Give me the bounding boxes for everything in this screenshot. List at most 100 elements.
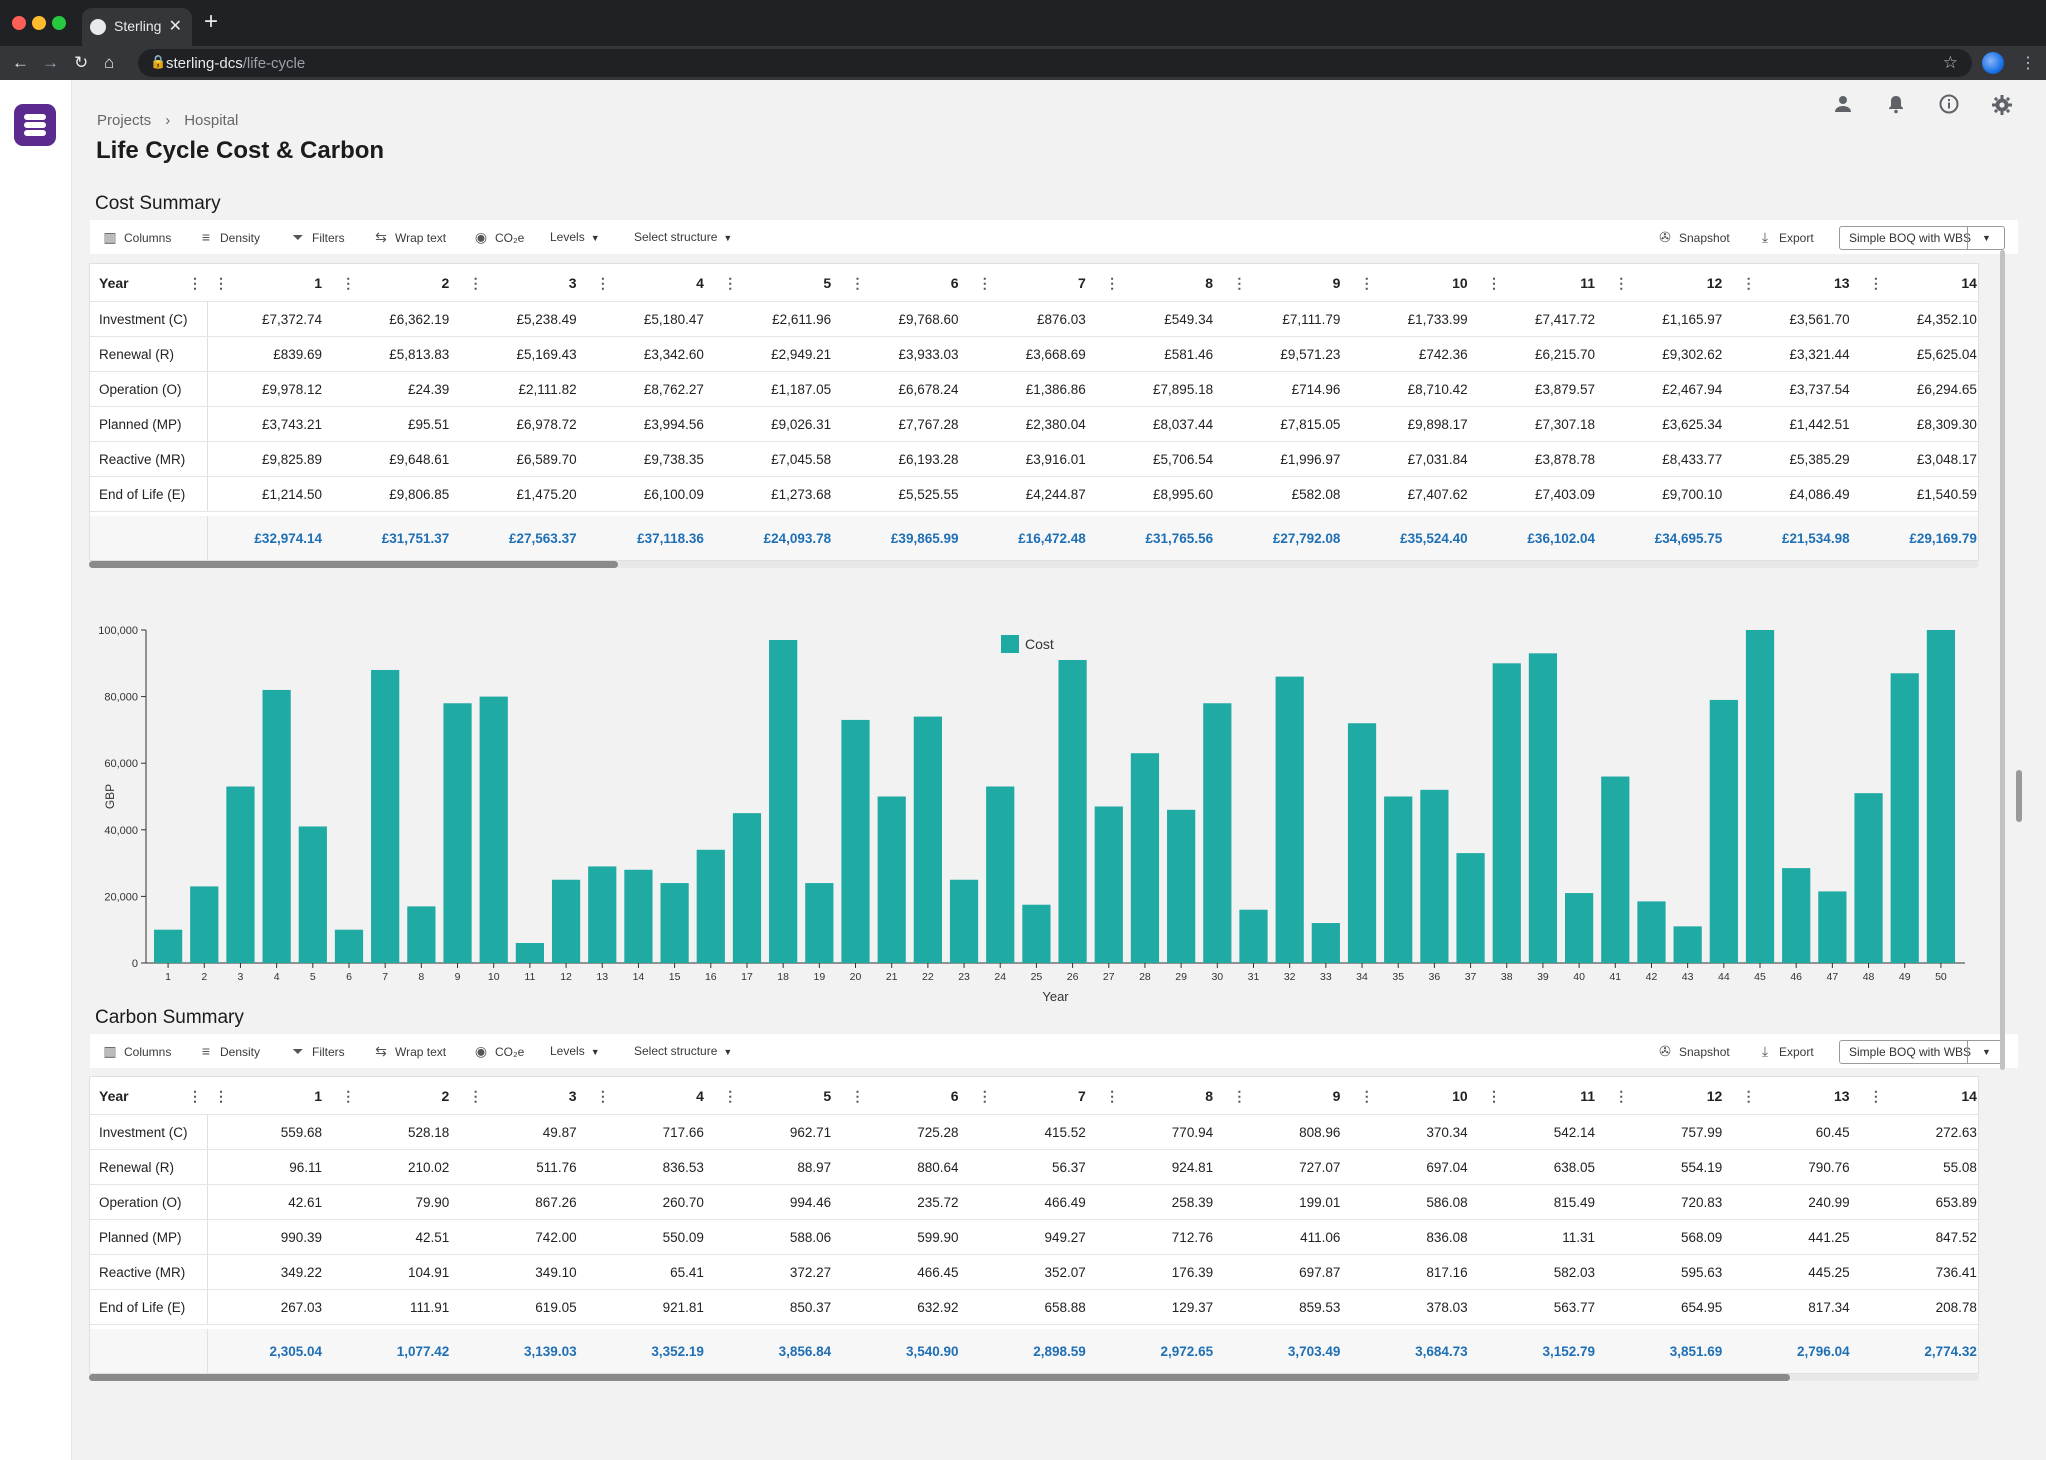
snapshot-button[interactable]: ✇ Snapshot <box>1657 220 1730 254</box>
export-button[interactable]: ⤓ Export <box>1757 220 1814 254</box>
reload-icon[interactable]: ↻ <box>74 53 89 72</box>
column-header-year-12[interactable]: 12 <box>1706 275 1723 291</box>
column-header-year-12[interactable]: 12 <box>1706 1088 1723 1104</box>
table-row[interactable]: End of Life (E) 267.03 111.91 619.05 921.81 8… <box>90 1290 1978 1325</box>
snapshot-button[interactable]: ✇ Snapshot <box>1657 1034 1730 1068</box>
new-tab-button[interactable]: + <box>204 8 219 35</box>
column-header-year-9[interactable]: 9 <box>1332 1088 1341 1104</box>
user-icon[interactable] <box>1831 94 1855 118</box>
table-row[interactable]: Planned (MP) 990.39 42.51 742.00 550.09 588.0… <box>90 1220 1978 1255</box>
columns-button[interactable]: ▥ Columns <box>102 220 171 254</box>
caret-down-icon[interactable]: ▼ <box>1967 1041 2005 1063</box>
filters-button[interactable]: ⏷ Filters <box>290 1034 344 1068</box>
column-header-year-10[interactable]: 10 <box>1452 275 1468 291</box>
table-row[interactable]: Reactive (MR) £9,825.89 £9,648.61 £6,589.70… <box>90 442 1978 477</box>
table-cell: 441.25 <box>1808 1230 1850 1245</box>
caret-down-icon[interactable]: ▼ <box>1967 227 2005 249</box>
page-scrollbar[interactable] <box>2000 250 2005 1070</box>
carbon-grid-scrollbar[interactable] <box>89 1374 1790 1381</box>
column-menu-icon[interactable]: ⋮ <box>850 1088 865 1104</box>
table-row[interactable]: Operation (O) 42.61 79.90 867.26 260.70 994.4… <box>90 1185 1978 1220</box>
maximize-window-button[interactable] <box>52 16 66 30</box>
density-button[interactable]: ≡ Density <box>198 1034 260 1068</box>
page-scroll-thumb[interactable] <box>2016 770 2022 822</box>
breadcrumb-hospital[interactable]: Hospital <box>184 112 239 129</box>
column-header-year-10[interactable]: 10 <box>1452 1088 1468 1104</box>
export-button[interactable]: ⤓ Export <box>1757 1034 1814 1068</box>
settings-icon[interactable] <box>1990 94 2014 118</box>
column-header-year-4[interactable]: 4 <box>696 275 704 291</box>
column-header-year-4[interactable]: 4 <box>696 1088 704 1104</box>
boq-select[interactable]: Simple BOQ with WBS ▼ <box>1839 226 2005 250</box>
cost-grid-scrollbar[interactable] <box>89 561 618 568</box>
select-structure-dropdown[interactable]: Select structure ▼ <box>634 220 732 254</box>
column-header-year-14[interactable]: 14 <box>1961 1088 1977 1104</box>
co2e-toggle[interactable]: ◉ CO₂e <box>473 220 524 254</box>
table-row[interactable]: Renewal (R) 96.11 210.02 511.76 836.53 88.97 8… <box>90 1150 1978 1185</box>
sterling-logo[interactable] <box>14 104 56 146</box>
column-header-year-5[interactable]: 5 <box>823 275 832 291</box>
column-header-year-8[interactable]: 8 <box>1205 275 1214 291</box>
year-header[interactable]: Year <box>99 275 129 291</box>
column-header-year-3[interactable]: 3 <box>568 275 577 291</box>
breadcrumb-projects[interactable]: Projects <box>97 112 152 129</box>
column-menu-icon[interactable]: ⋮ <box>188 275 202 291</box>
column-header-year-8[interactable]: 8 <box>1205 1088 1214 1104</box>
column-menu-icon[interactable]: ⋮ <box>188 1088 202 1104</box>
levels-dropdown[interactable]: Levels ▼ <box>550 1034 600 1068</box>
year-header[interactable]: Year <box>99 1088 129 1104</box>
filters-button[interactable]: ⏷ Filters <box>290 220 344 254</box>
home-icon[interactable]: ⌂ <box>104 53 115 72</box>
select-structure-dropdown[interactable]: Select structure ▼ <box>634 1034 732 1068</box>
column-header-year-6[interactable]: 6 <box>950 1088 959 1104</box>
column-header-year-11[interactable]: 11 <box>1580 275 1595 291</box>
table-row[interactable]: Operation (O) £9,978.12 £24.39 £2,111.82 £8,… <box>90 372 1978 407</box>
table-row[interactable]: Investment (C) £7,372.74 £6,362.19 £5,238.4… <box>90 302 1978 337</box>
wrap-text-button[interactable]: ⇆ Wrap text <box>373 220 446 254</box>
levels-dropdown[interactable]: Levels ▼ <box>550 220 600 254</box>
column-header-year-5[interactable]: 5 <box>823 1088 832 1104</box>
address-bar[interactable]: 🔒 sterling-dcs/life-cycle ☆ <box>138 49 1972 77</box>
co2e-toggle[interactable]: ◉ CO₂e <box>473 1034 524 1068</box>
column-header-year-3[interactable]: 3 <box>568 1088 577 1104</box>
table-row[interactable]: Planned (MP) £3,743.21 £95.51 £6,978.72 £3,9… <box>90 407 1978 442</box>
density-button[interactable]: ≡ Density <box>198 220 260 254</box>
column-header-year-13[interactable]: 13 <box>1834 275 1850 291</box>
menu-icon[interactable]: ⋮ <box>2020 55 2036 72</box>
forward-icon[interactable]: → <box>42 53 59 72</box>
profile-avatar[interactable] <box>1982 52 2004 74</box>
column-menu-icon[interactable]: ⋮ <box>850 275 865 291</box>
info-icon[interactable] <box>1937 94 1961 118</box>
column-header-year-7[interactable]: 7 <box>1078 275 1086 291</box>
y-tick-label: 60,000 <box>104 758 138 770</box>
column-header-year-1[interactable]: 1 <box>314 275 322 291</box>
table-row[interactable]: Renewal (R) £839.69 £5,813.83 £5,169.43 £3,3… <box>90 337 1978 372</box>
bar-year-39 <box>1528 653 1558 963</box>
back-icon[interactable]: ← <box>12 53 29 72</box>
total-cell: 3,352.19 <box>651 1344 704 1359</box>
columns-button[interactable]: ▥ Columns <box>102 1034 171 1068</box>
table-row[interactable]: Reactive (MR) 349.22 104.91 349.10 65.41 372.… <box>90 1255 1978 1290</box>
bell-icon[interactable] <box>1884 94 1908 118</box>
column-header-year-2[interactable]: 2 <box>441 275 450 291</box>
boq-select[interactable]: Simple BOQ with WBS ▼ <box>1839 1040 2005 1064</box>
minimize-window-button[interactable] <box>32 16 46 30</box>
column-header-year-2[interactable]: 2 <box>441 1088 450 1104</box>
column-header-year-9[interactable]: 9 <box>1332 275 1341 291</box>
close-tab-icon[interactable]: ✕ <box>168 18 182 35</box>
x-tick-label: 10 <box>488 971 500 983</box>
cost-grid-scrollbar-track[interactable] <box>89 561 1979 568</box>
table-row[interactable]: End of Life (E) £1,214.50 £9,806.85 £1,475.… <box>90 477 1978 512</box>
wrap-text-button[interactable]: ⇆ Wrap text <box>373 1034 446 1068</box>
column-header-year-1[interactable]: 1 <box>314 1088 322 1104</box>
column-header-year-6[interactable]: 6 <box>950 275 959 291</box>
column-header-year-7[interactable]: 7 <box>1078 1088 1086 1104</box>
browser-tab[interactable]: Sterling ✕ <box>82 8 192 46</box>
column-header-year-11[interactable]: 11 <box>1580 1088 1595 1104</box>
close-window-button[interactable] <box>12 16 26 30</box>
star-icon[interactable]: ☆ <box>1942 53 1958 72</box>
cost-grid-toolbar: ▥ Columns ≡ Density ⏷ Filters ⇆ Wrap text ◉ CO₂e L… <box>90 220 2018 254</box>
column-header-year-13[interactable]: 13 <box>1834 1088 1850 1104</box>
table-row[interactable]: Investment (C) 559.68 528.18 49.87 717.66 962… <box>90 1115 1978 1150</box>
column-header-year-14[interactable]: 14 <box>1961 275 1977 291</box>
